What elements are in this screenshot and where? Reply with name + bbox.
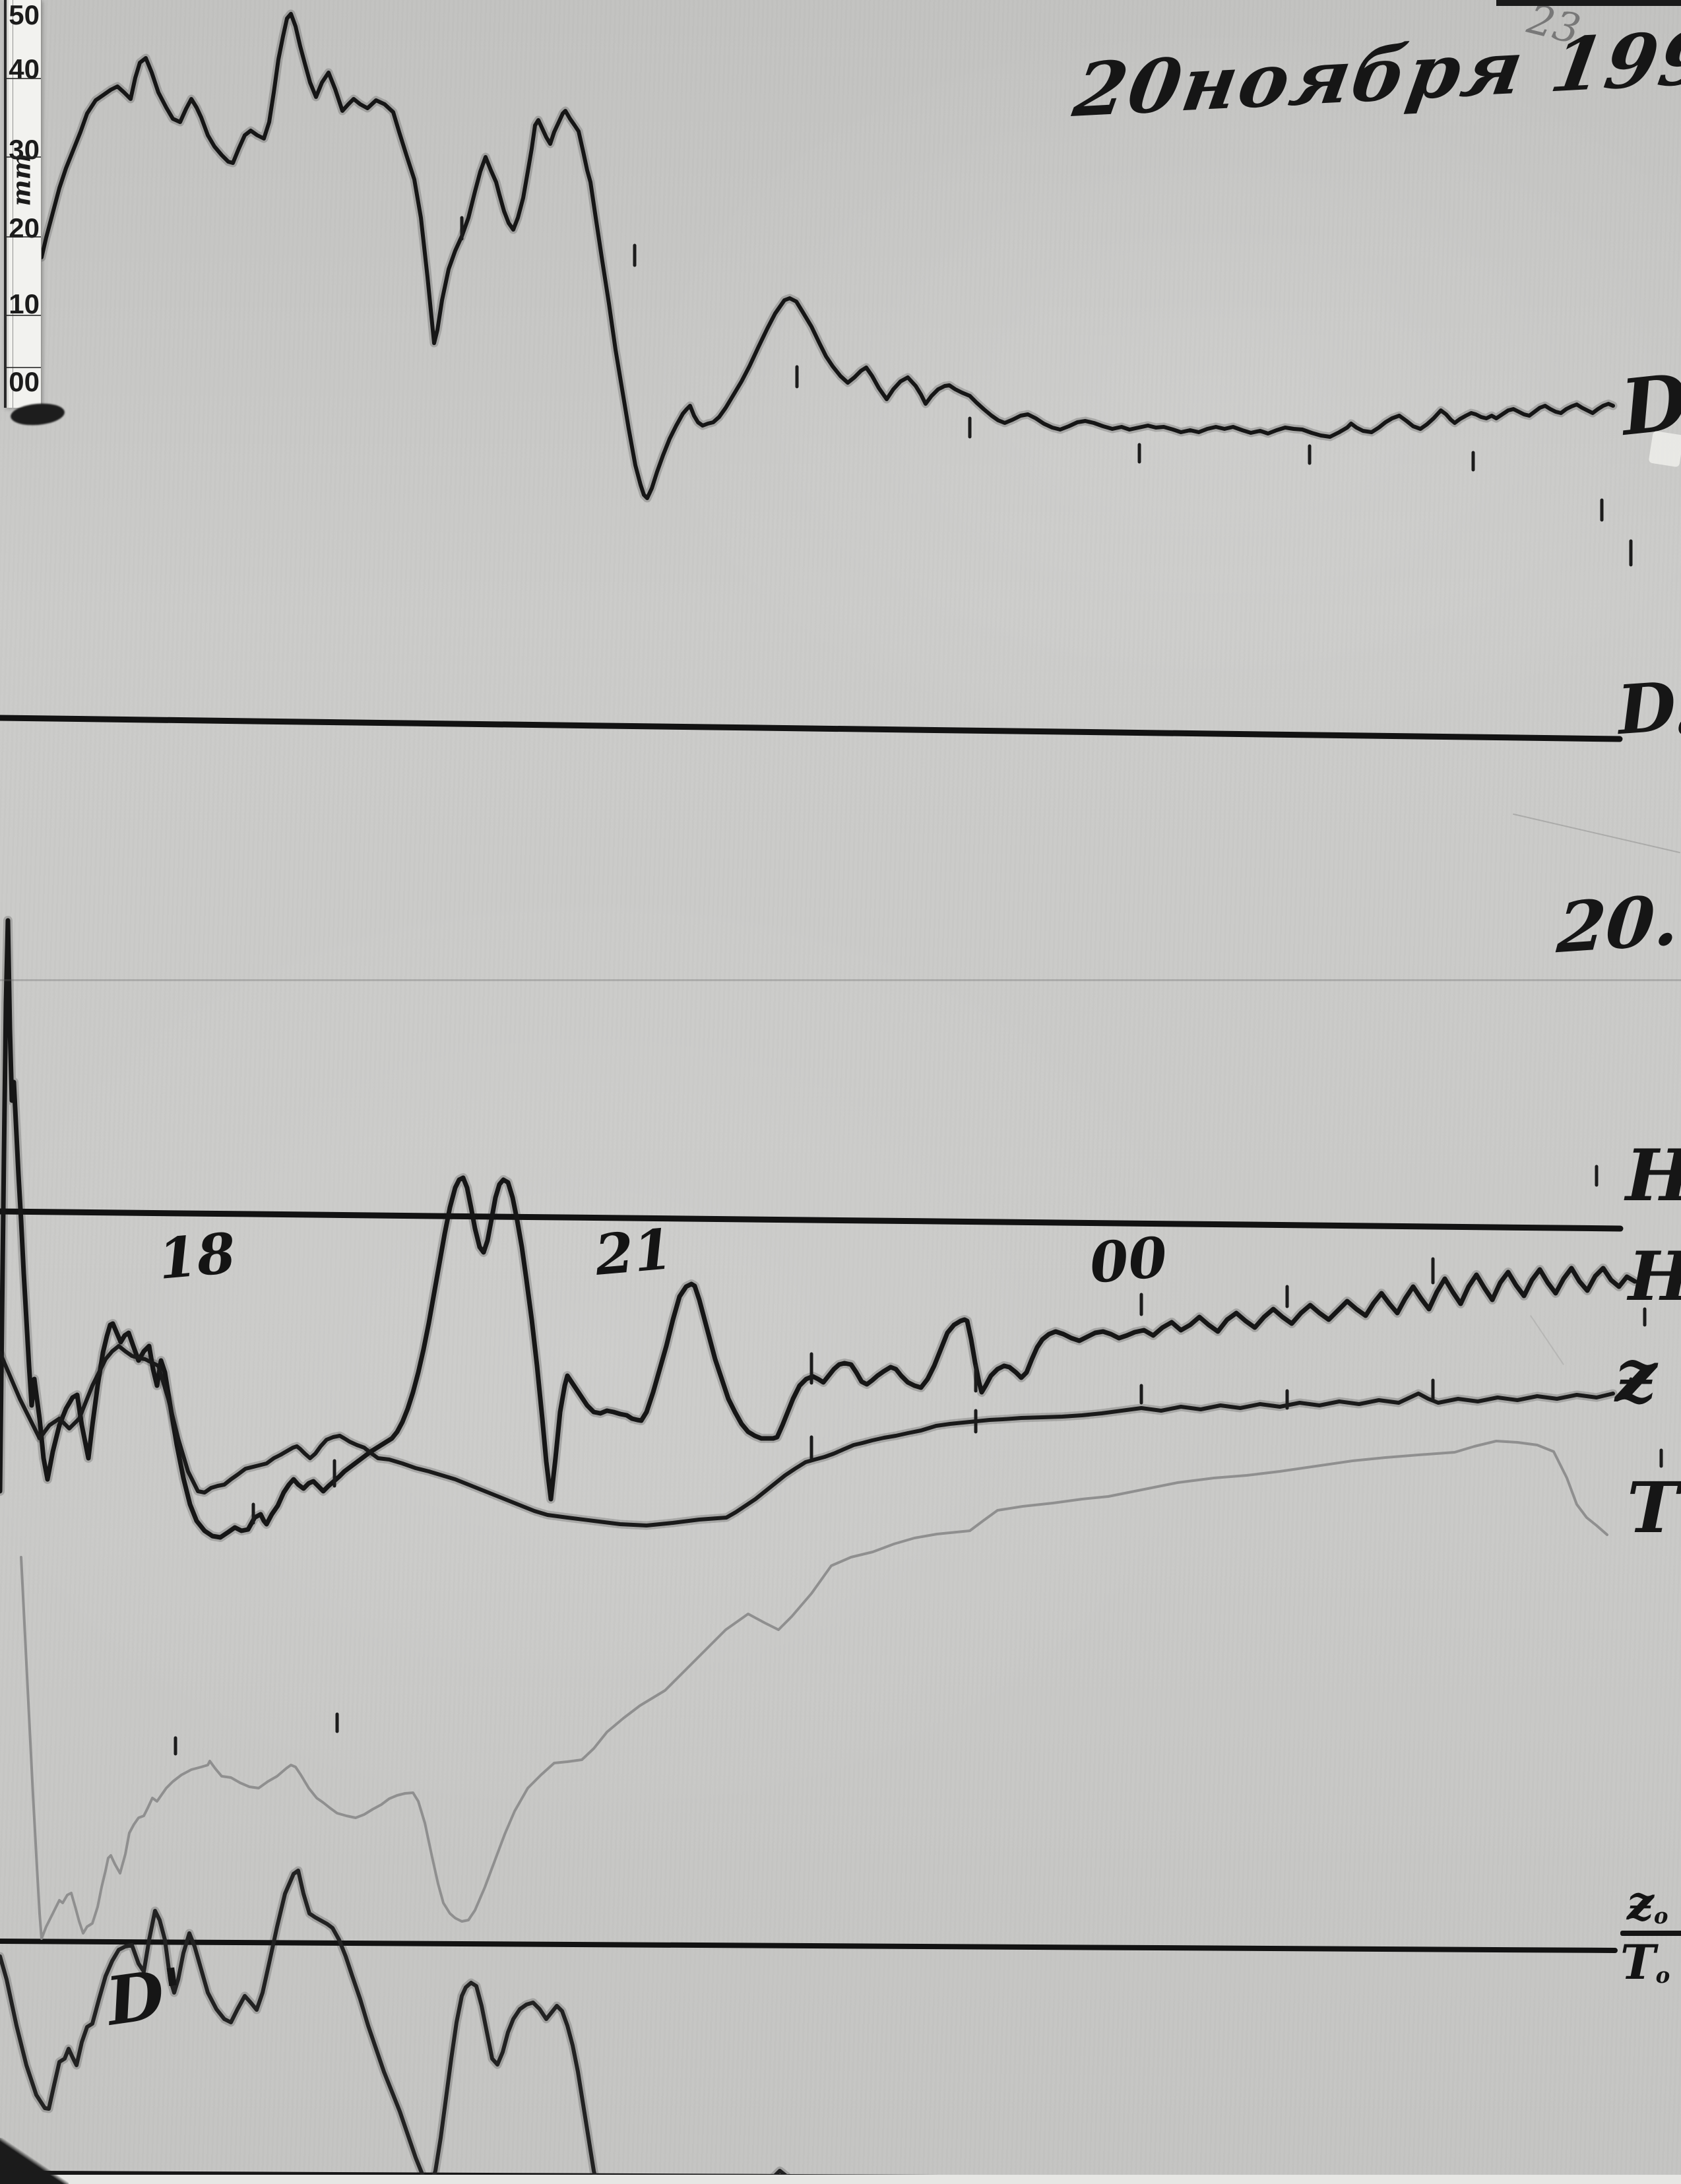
baseline-label-Z0-main: ƶ	[1627, 1875, 1654, 1931]
ruler-mark-10: 10	[9, 288, 40, 319]
trace-label-T: T	[1627, 1466, 1679, 1549]
ruler-mark-30: 30	[9, 134, 40, 165]
hour-label-00: 00	[1087, 1224, 1170, 1296]
scan-corner-bottom-left	[0, 2138, 69, 2184]
trace-D'	[0, 1869, 599, 2184]
trace-label-Dprime: D'	[102, 1952, 189, 2041]
baseline-label-T0-main: T	[1620, 1934, 1656, 1991]
ruler-tick	[7, 236, 41, 238]
ruler-tick	[7, 78, 41, 79]
baseline-label-D0: Do	[1615, 667, 1681, 750]
baseline-label-Z0: ƶo	[1627, 1879, 1681, 1927]
time-note-prefix: 20.	[1554, 878, 1681, 969]
ruler-tick	[7, 156, 41, 158]
baseline-label-Z0-T0: ƶo To	[1620, 1879, 1681, 1986]
handwritten-time-note: 20.°10	[1554, 878, 1681, 969]
baseline-D0	[0, 715, 1623, 742]
ruler-mark-20: 20	[9, 212, 40, 243]
baseline-label-H0: Ho	[1626, 1140, 1681, 1211]
pencil-page-number: 23	[1523, 0, 1585, 54]
paper-crease-horizontal	[0, 979, 1681, 981]
baseline-H0	[0, 1208, 1624, 1232]
scan-edge-top-right	[1496, 0, 1681, 6]
mm-ruler: 50 40 30 20 10 00 mm	[4, 0, 42, 408]
ruler-tick	[7, 367, 41, 368]
trace-label-Z: ƶ	[1615, 1333, 1657, 1419]
baseline-label-T0-sub: o	[1655, 1963, 1670, 1989]
ruler-unit-mm: mm	[6, 153, 36, 207]
hour-label-21: 21	[592, 1216, 675, 1288]
trace-Z	[0, 1344, 1615, 1527]
baseline-label-D0-main: D	[1614, 667, 1679, 751]
ruler-tick	[7, 315, 41, 316]
trace-label-H: H	[1628, 1243, 1681, 1310]
baseline-label-Z0-sub: o	[1653, 1903, 1668, 1929]
trace-D	[40, 12, 1615, 500]
ruler-mark-00: 00	[9, 366, 40, 397]
hour-label-18: 18	[155, 1220, 238, 1292]
correction-fluid-patch	[1648, 430, 1681, 468]
ruler-mark-50: 50	[9, 0, 40, 30]
baseline-label-H0-main: H	[1626, 1134, 1681, 1217]
trace-halo-Z	[0, 1341, 1618, 1530]
baseline-label-T0: To	[1620, 1939, 1681, 1989]
fraction-bar	[1620, 1931, 1681, 1937]
trace-T	[20, 1440, 1608, 1940]
scanner-bed-strip	[0, 2175, 1681, 2184]
baseline-Z0T0	[0, 1939, 1618, 1953]
